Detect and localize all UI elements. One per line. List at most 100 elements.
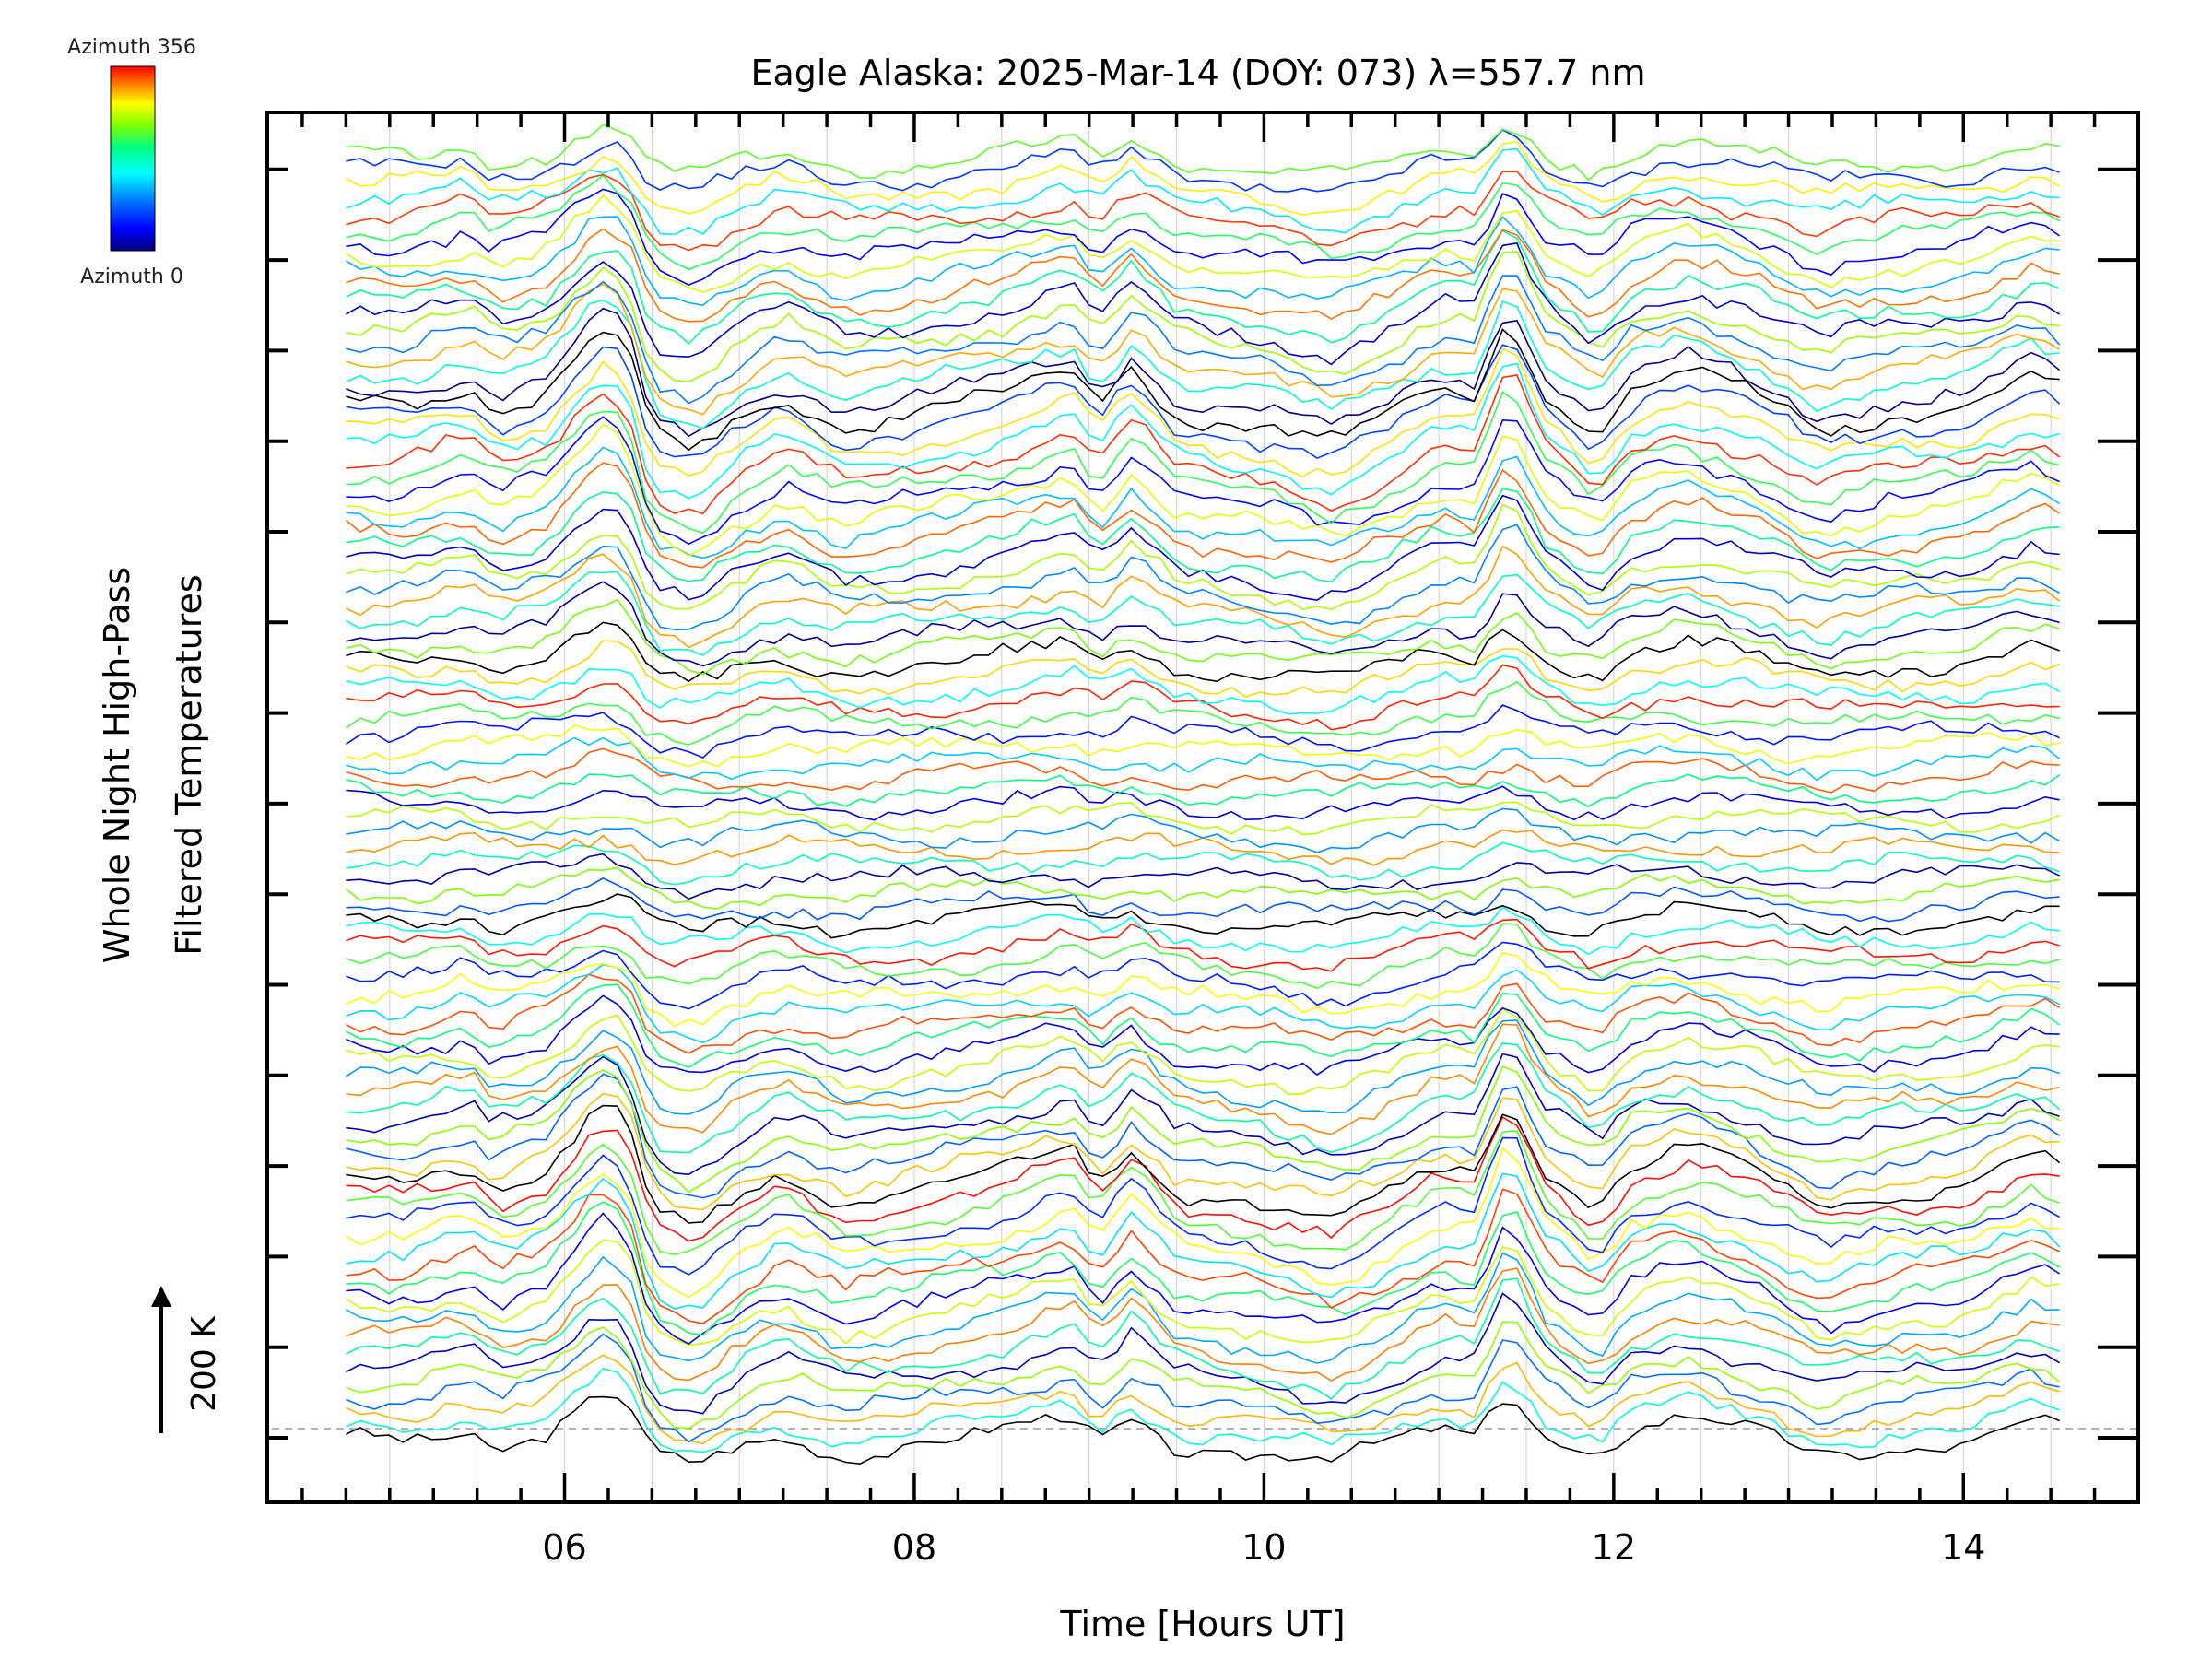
x-tick-label: 08 (892, 1527, 936, 1568)
series-line (346, 1395, 2060, 1465)
series-line (346, 571, 2060, 656)
series-line (346, 963, 2060, 1044)
series-line (345, 216, 2060, 307)
series-line (346, 524, 2060, 631)
series-line (346, 785, 2060, 821)
series-line (346, 1116, 2060, 1242)
colorbar-top-label: Azimuth 356 (67, 36, 196, 59)
series-line (346, 906, 2060, 956)
colorbar-gradient (110, 65, 156, 252)
series-line (346, 1333, 2060, 1443)
series-line (346, 598, 2060, 676)
series-line (345, 1019, 2060, 1115)
series-line (346, 1007, 2060, 1096)
series-line (346, 1172, 2061, 1310)
series-line (346, 621, 2060, 683)
series-line (346, 299, 2060, 429)
series-line (346, 275, 2061, 405)
series-line (346, 994, 2060, 1077)
series-line (346, 918, 2060, 972)
series-line (346, 228, 2060, 323)
series-line (346, 807, 2061, 853)
series-line (346, 446, 2061, 559)
series-line (346, 893, 2060, 939)
series-line (346, 1104, 2061, 1224)
series-line (346, 801, 2060, 836)
series-line (346, 1092, 2060, 1211)
series-line (346, 128, 2060, 193)
series-line (346, 416, 2060, 546)
series-line (346, 853, 2060, 900)
series-line (346, 171, 2060, 252)
series-line (346, 1267, 2060, 1382)
series-line (346, 1065, 2060, 1194)
series-line (346, 488, 2060, 583)
series-line (346, 188, 2061, 286)
series-line (346, 654, 2061, 715)
series-line (346, 747, 2060, 794)
scale-bar-label: 200 K (185, 1315, 223, 1412)
colorbar: Azimuth 356 Azimuth 0 (67, 36, 196, 288)
x-tick-label: 06 (542, 1527, 586, 1568)
series-line (346, 147, 2060, 236)
series-line (345, 866, 2060, 910)
series-line (346, 1023, 2060, 1135)
series-line (346, 773, 2061, 808)
scale-bar: 200 K (151, 1286, 223, 1433)
series-line (346, 1354, 2060, 1445)
x-tick-labels: 06 08 10 12 14 (542, 1527, 1985, 1568)
series-line (346, 503, 2060, 611)
series-line (346, 841, 2060, 886)
series-line (346, 973, 2061, 1054)
x-tick-label: 14 (1941, 1527, 1985, 1568)
series-line (346, 1252, 2060, 1364)
y-axis-label-line2: Filtered Temperatures (169, 574, 209, 955)
series-line (346, 229, 2060, 346)
series-line (346, 328, 2060, 452)
series-line (346, 362, 2060, 500)
series-line (346, 494, 2060, 602)
series-line (346, 241, 2061, 366)
colorbar-bottom-label: Azimuth 0 (80, 265, 183, 288)
x-axis-label: Time [Hours UT] (1059, 1604, 1345, 1644)
series-line (346, 1053, 2060, 1176)
series-line (346, 1201, 2060, 1336)
series-line (345, 462, 2061, 569)
series-line (346, 829, 2060, 866)
scale-arrow-head (151, 1286, 171, 1307)
series-line (346, 374, 2061, 515)
series-line (346, 307, 2061, 438)
series-line (346, 1321, 2061, 1430)
series-line (346, 923, 2060, 990)
series-line (346, 1277, 2060, 1400)
series-line (346, 251, 2060, 382)
series-line (345, 1239, 2060, 1346)
series-line (346, 983, 2061, 1068)
series-line (346, 545, 2061, 649)
x-tick-label: 12 (1592, 1527, 1636, 1568)
series-line (346, 1130, 2060, 1256)
series-line (346, 283, 2061, 416)
series-line (346, 724, 2060, 768)
axis-ticks (267, 112, 2140, 1502)
series-line (346, 1136, 2060, 1276)
y-axis-label: Whole Night High-Pass Filtered Temperatu… (97, 567, 209, 963)
series-line (346, 347, 2060, 477)
series-line (345, 704, 2060, 759)
series-line (346, 1188, 2060, 1324)
series-line (346, 1292, 2061, 1415)
series-line (346, 1367, 2060, 1453)
series-line (346, 423, 2060, 557)
series-line (346, 951, 2060, 1028)
series-line (346, 877, 2060, 923)
series-line (345, 194, 2060, 293)
plot-frame (265, 111, 2140, 1504)
y-axis-label-line1: Whole Night High-Pass (97, 567, 137, 963)
series-line (346, 1041, 2061, 1154)
series-line (345, 680, 2060, 746)
series-line (346, 124, 2060, 182)
x-tick-label: 10 (1241, 1527, 1286, 1568)
chart-title: Eagle Alaska: 2025-Mar-14 (DOY: 073) λ=5… (750, 53, 1645, 93)
series-line (346, 941, 2060, 1010)
